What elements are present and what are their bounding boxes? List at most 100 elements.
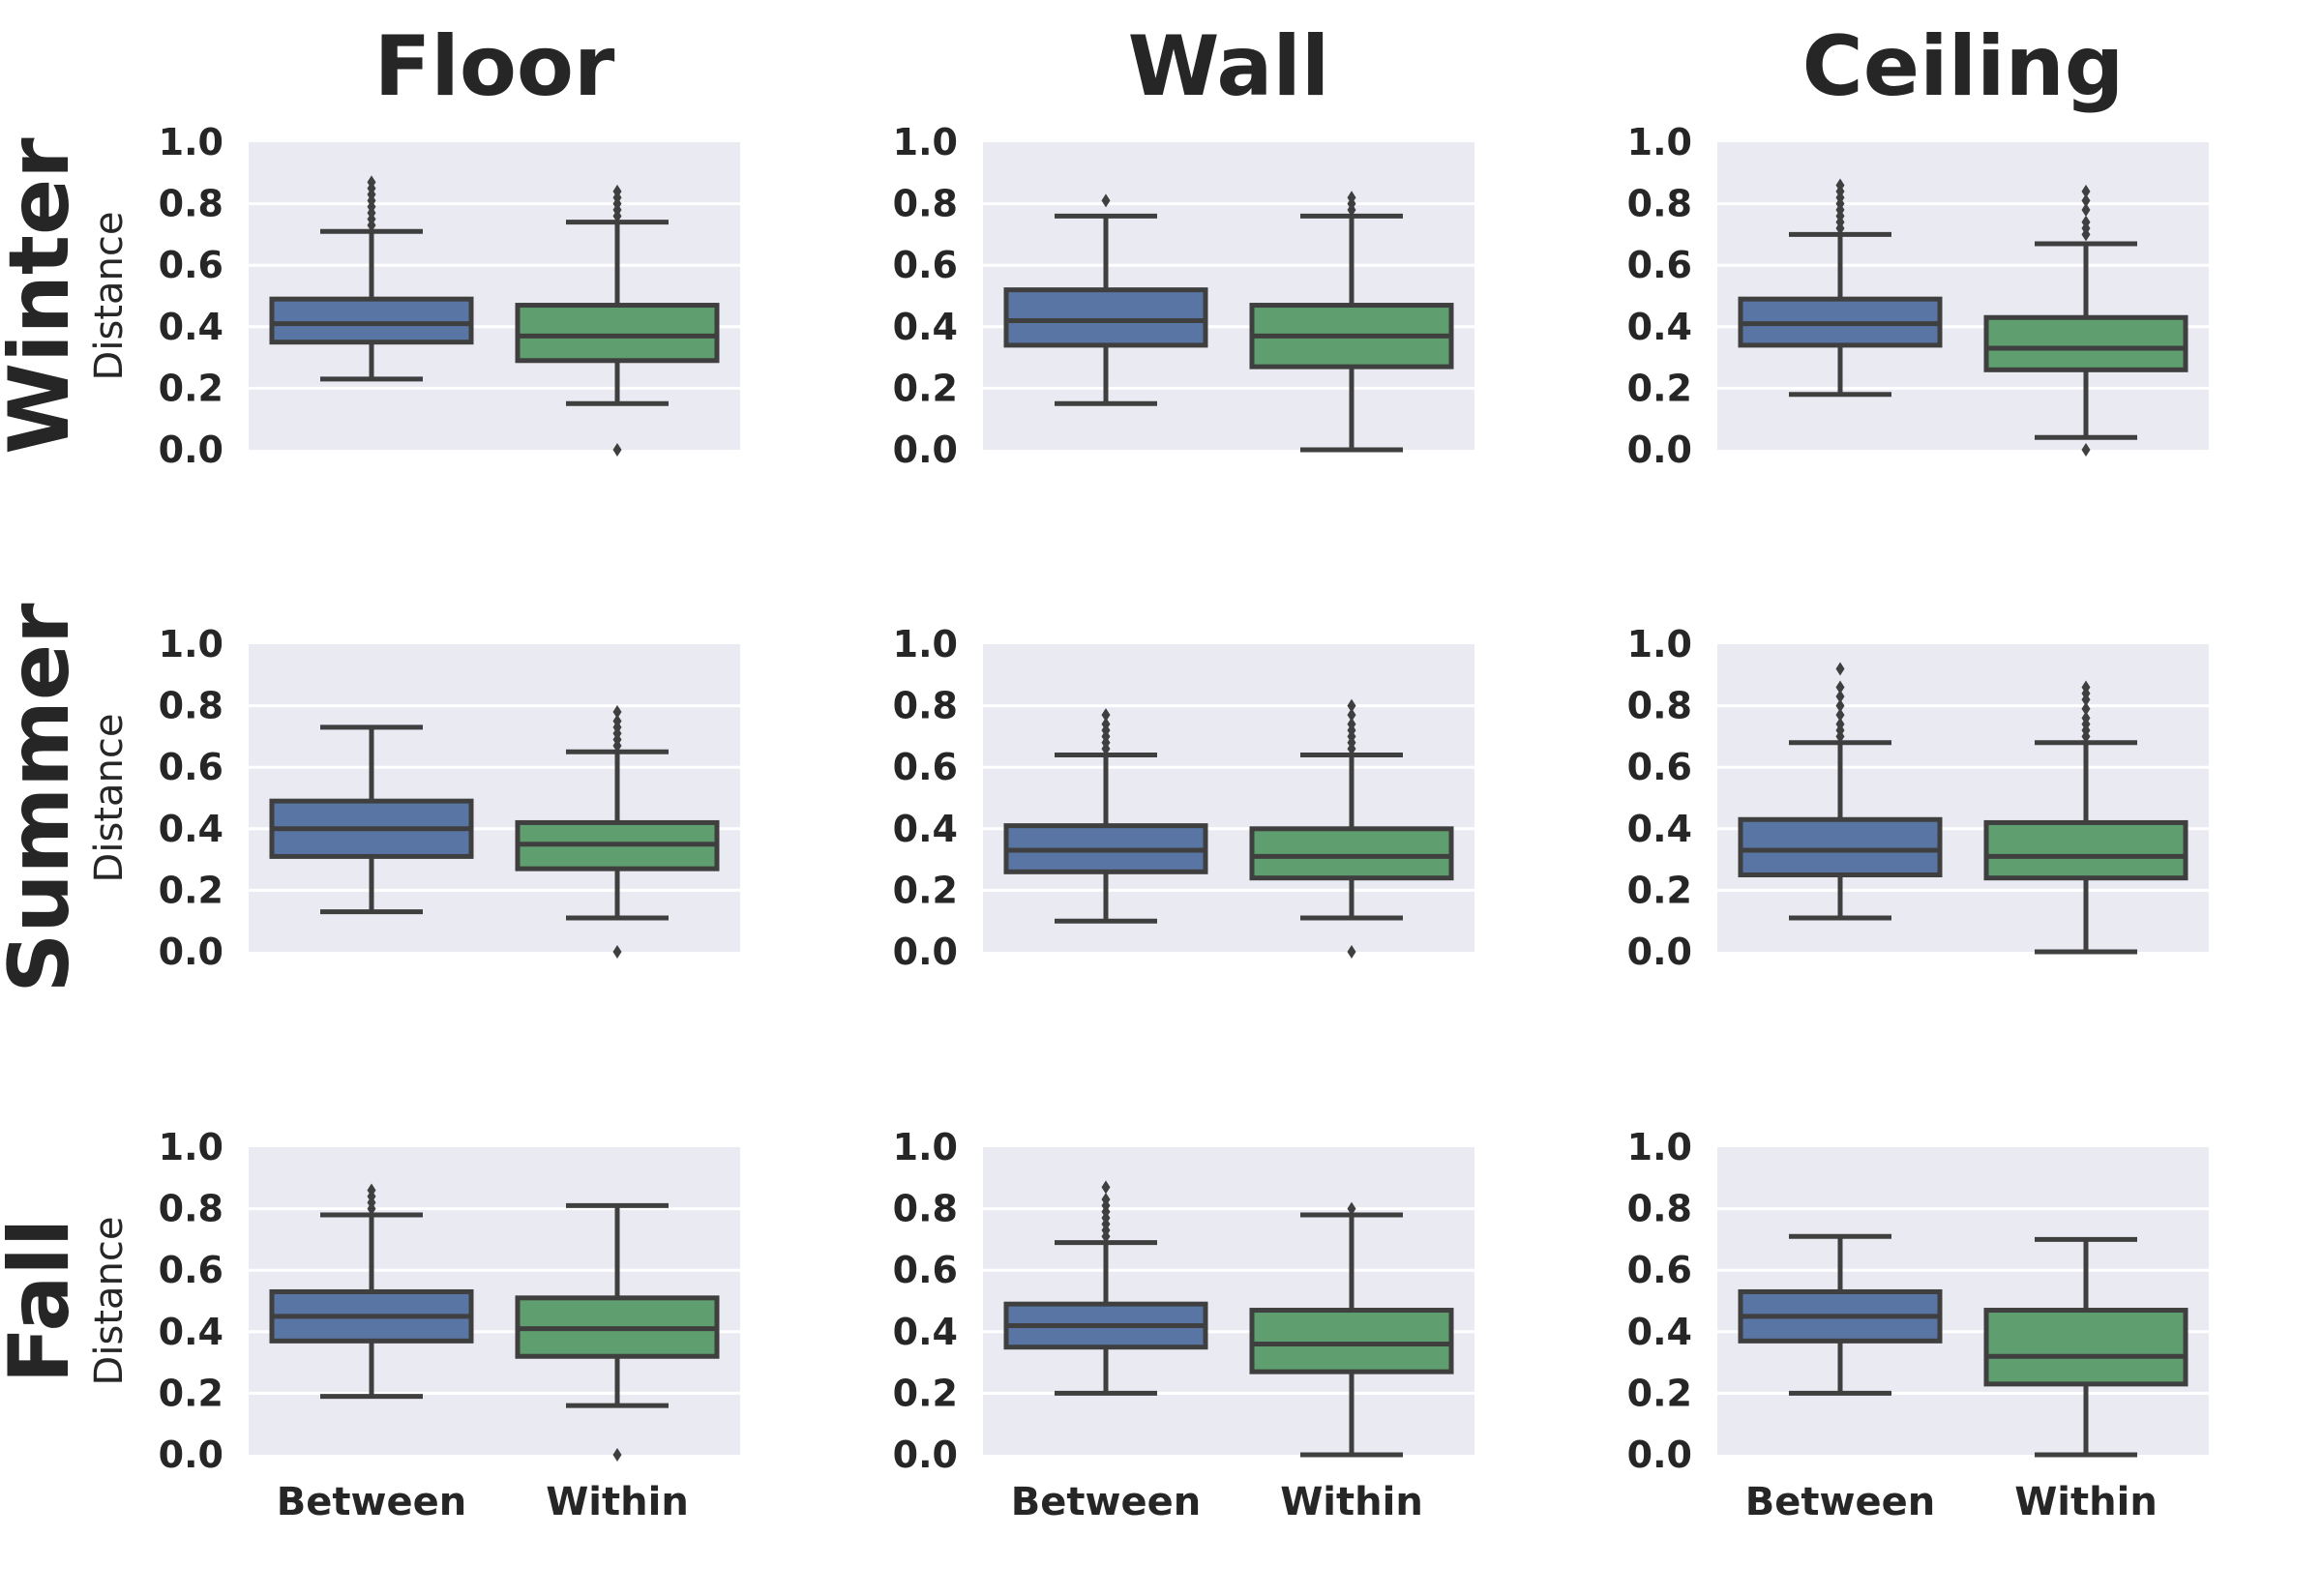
interquartile-box [1983,819,2188,881]
outlier-point [2081,711,2091,725]
outlier-point [2081,202,2091,217]
y-tick-label: 0.6 [1627,746,1692,788]
outlier-point [1347,945,1356,959]
outlier-point [1101,1180,1111,1195]
y-axis-label: Distance [87,212,132,381]
outlier-point [1835,662,1845,676]
y-tick-label: 1.0 [159,623,223,665]
y-tick-label: 0.6 [893,244,958,286]
box-within [515,704,720,959]
y-tick-label: 0.6 [1627,1249,1692,1291]
y-tick-label: 0.2 [159,367,223,409]
x-category-label-between: Between [277,1480,466,1524]
row-title-fall: Fall [0,1219,88,1384]
y-tick-label: 0.2 [1627,1372,1692,1414]
outlier-point [612,184,622,198]
panel-summer-ceiling: 0.0 0.2 0.4 0.6 0.8 1.0 [1627,623,2209,973]
panel-winter-floor: 0.0 0.2 0.4 0.6 0.8 1.0 [159,121,740,471]
plot-area [249,644,740,952]
y-tick-label: 0.2 [159,1372,223,1414]
y-tick-label: 0.4 [1627,306,1692,348]
y-tick-label: 0.8 [893,183,958,225]
box-within [1983,1236,2188,1458]
y-tick-label: 0.8 [893,1188,958,1230]
box-between [1738,178,1943,398]
y-tick-label: 0.4 [1627,808,1692,850]
box-between [269,1183,474,1400]
outlier-point [1347,191,1356,205]
outlier-point [612,704,622,719]
outlier-point [1835,708,1845,723]
y-tick-label: 0.2 [159,869,223,911]
interquartile-box [1249,1308,1454,1374]
y-tick-label: 0.8 [1627,685,1692,727]
outlier-point [612,945,622,959]
y-tick-label: 0.2 [893,367,958,409]
box-within [1249,191,1454,453]
interquartile-box [1983,1308,2188,1387]
outlier-point [1101,1193,1111,1207]
outlier-point [1835,698,1845,713]
y-tick-label: 0.0 [1627,429,1692,471]
box-within [1983,184,2188,457]
y-axis-label: Distance [87,1217,132,1386]
outlier-point [1347,708,1356,723]
y-tick-label: 0.0 [893,931,958,973]
y-tick-label: 1.0 [893,121,958,163]
outlier-point [1347,698,1356,713]
interquartile-box [1738,816,1943,878]
outlier-point [1835,680,1845,695]
plot-area [983,644,1474,952]
y-tick-label: 0.2 [893,1372,958,1414]
y-tick-label: 0.0 [1627,1433,1692,1476]
y-tick-label: 0.2 [1627,367,1692,409]
outlier-point [2081,215,2091,229]
outlier-point [1835,690,1845,704]
y-tick-label: 0.8 [1627,1188,1692,1230]
y-tick-label: 0.0 [893,429,958,471]
y-tick-label: 0.6 [159,746,223,788]
y-tick-label: 1.0 [159,121,223,163]
y-tick-label: 1.0 [1627,1126,1692,1168]
y-tick-label: 0.0 [159,429,223,471]
outlier-point [1835,178,1845,192]
y-tick-label: 0.8 [1627,183,1692,225]
y-tick-label: 0.0 [1627,931,1692,973]
column-title-ceiling: Ceiling [1802,18,2125,115]
box-within [515,1202,720,1462]
interquartile-box [269,296,474,345]
y-tick-label: 0.6 [893,746,958,788]
panel-fall-floor: 0.0 0.2 0.4 0.6 0.8 1.0 Between Within [159,1126,740,1524]
box-within [1249,698,1454,959]
x-category-label-between: Between [1011,1480,1201,1524]
box-within [1983,680,2188,955]
box-between [1738,662,1943,921]
panel-summer-wall: 0.0 0.2 0.4 0.6 0.8 1.0 [893,623,1474,973]
column-title-wall: Wall [1128,18,1330,115]
outlier-point [1101,708,1111,723]
plot-area [983,1147,1474,1455]
interquartile-box [1983,314,2188,372]
box-between [1738,1233,1943,1396]
outlier-point [1101,717,1111,731]
outlier-point [612,1448,622,1462]
interquartile-box [1003,287,1208,348]
outlier-point [367,1183,376,1197]
row-title-winter: Winter [0,137,88,455]
outlier-point [367,175,376,190]
outlier-point [2081,193,2091,208]
y-tick-label: 0.0 [893,1433,958,1476]
box-between [1003,193,1208,406]
panel-fall-ceiling: 0.0 0.2 0.4 0.6 0.8 1.0 Between Within [1627,1126,2209,1524]
y-tick-label: 0.4 [159,808,223,850]
outlier-point [2081,184,2091,198]
outlier-point [612,714,622,728]
plot-area [1717,142,2209,450]
y-tick-label: 0.2 [1627,869,1692,911]
box-between [1003,708,1208,924]
x-category-label-between: Between [1745,1480,1935,1524]
row-title-summer: Summer [0,603,88,993]
y-axis-label: Distance [87,714,132,883]
box-within [515,184,720,457]
outlier-point [2081,680,2091,695]
